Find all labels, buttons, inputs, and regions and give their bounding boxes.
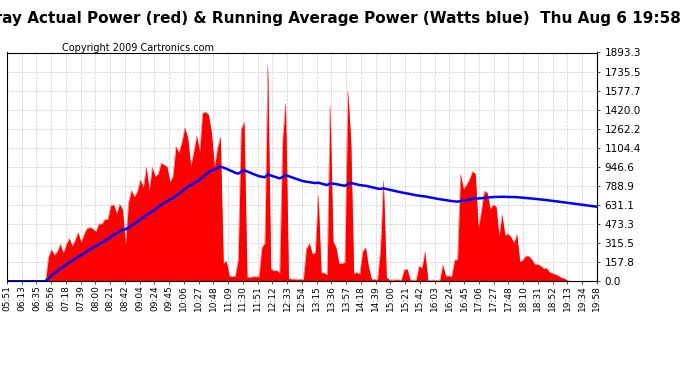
Text: West Array Actual Power (red) & Running Average Power (Watts blue)  Thu Aug 6 19: West Array Actual Power (red) & Running … [0, 11, 680, 26]
Text: Copyright 2009 Cartronics.com: Copyright 2009 Cartronics.com [62, 43, 214, 53]
